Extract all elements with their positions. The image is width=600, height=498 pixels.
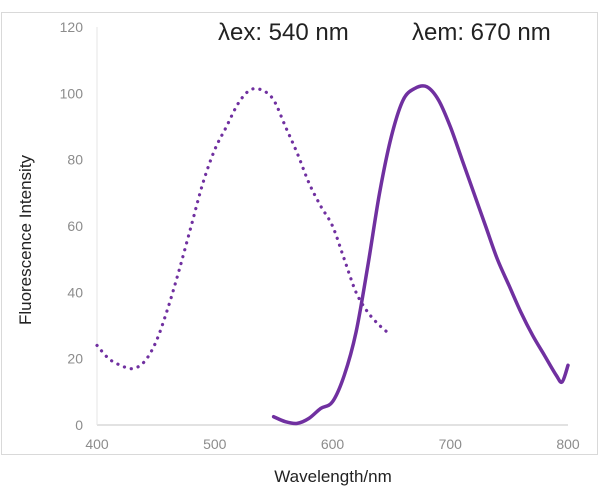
x-tick-label: 400 [85,436,109,452]
x-tick-label: 800 [556,436,580,452]
y-tick-label: 60 [67,218,83,234]
x-tick-label: 600 [321,436,345,452]
x-tick-label: 700 [439,436,463,452]
y-tick-label: 80 [67,152,83,168]
y-tick-label: 100 [60,85,84,101]
y-tick-label: 120 [60,19,84,35]
x-axis-label: Wavelength/nm [274,467,391,486]
excitation-spectrum-line [95,86,393,371]
excitation-annotation: λex: 540 nm [218,19,349,46]
emission-spectrum-line [271,84,570,426]
y-tick-label: 0 [75,417,83,433]
y-tick-label: 40 [67,284,83,300]
emission-annotation: λem: 670 nm [412,19,551,46]
y-tick-label: 20 [67,351,83,367]
chart-frame [1,12,598,455]
y-axis-label: Fluorescence Intensity [16,154,35,325]
x-tick-label: 500 [203,436,227,452]
